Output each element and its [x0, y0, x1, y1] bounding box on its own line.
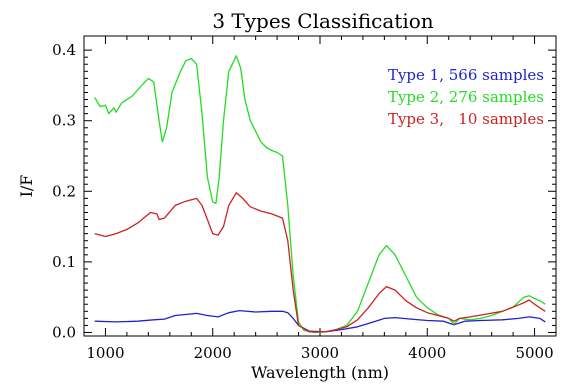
- series-line-type-2: [94, 55, 546, 334]
- legend: Type 1, 566 samples Type 2, 276 samples Ty…: [388, 66, 544, 128]
- y-tick-label-1: 0.1: [52, 253, 76, 271]
- y-tick-label-0: 0.0: [52, 323, 76, 341]
- x-tick-label-2: 3000: [301, 344, 339, 362]
- chart-title: 3 Types Classification: [212, 9, 433, 33]
- x-tick-label-4: 5000: [515, 344, 553, 362]
- y-axis-label: I/F: [17, 175, 36, 198]
- axis-ticks: 1000 2000 3000 4000 5000 0.0 0.1 0.2 0.3 0.4: [52, 36, 556, 362]
- y-tick-label-4: 0.4: [52, 41, 76, 59]
- y-tick-label-3: 0.3: [52, 112, 76, 130]
- legend-entry-type-2: Type 2, 276 samples: [388, 88, 544, 106]
- x-tick-label-3: 4000: [408, 344, 446, 362]
- x-tick-label-0: 1000: [86, 344, 124, 362]
- legend-entry-type-3: Type 3, 10 samples: [388, 110, 544, 128]
- x-tick-label-1: 2000: [194, 344, 232, 362]
- y-tick-label-2: 0.2: [52, 182, 76, 200]
- x-axis-label: Wavelength (nm): [251, 363, 389, 382]
- series-line-type-3: [94, 192, 546, 333]
- series-lines: [94, 55, 546, 334]
- legend-entry-type-1: Type 1, 566 samples: [388, 66, 544, 84]
